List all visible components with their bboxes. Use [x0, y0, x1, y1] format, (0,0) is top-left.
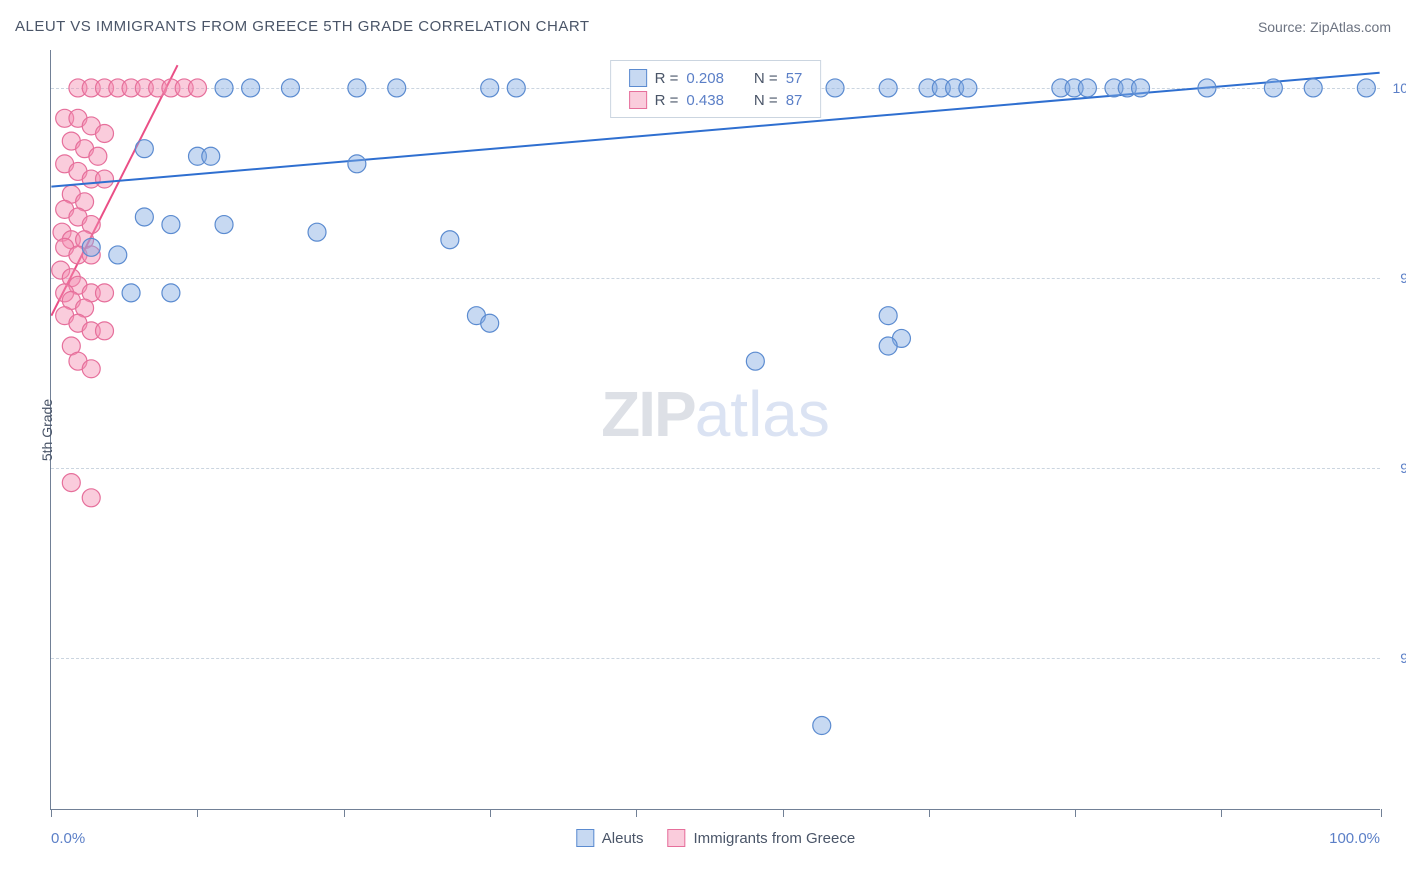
- stat-r-value-2: 0.438: [686, 92, 724, 109]
- data-point: [388, 79, 406, 97]
- x-axis-max-label: 100.0%: [1329, 830, 1380, 847]
- x-axis-min-label: 0.0%: [51, 830, 85, 847]
- data-point: [62, 474, 80, 492]
- bottom-legend-item-1: Aleuts: [576, 829, 644, 847]
- stat-r-label-2: R =: [655, 92, 679, 109]
- chart-title: ALEUT VS IMMIGRANTS FROM GREECE 5TH GRAD…: [15, 18, 590, 35]
- data-point: [746, 352, 764, 370]
- data-point: [281, 79, 299, 97]
- data-point: [162, 216, 180, 234]
- stat-n-label-1: N =: [754, 70, 778, 87]
- x-tick: [344, 809, 345, 817]
- y-tick-label: 97.5%: [1398, 270, 1406, 286]
- bottom-legend-swatch-1: [576, 829, 594, 847]
- data-point: [188, 79, 206, 97]
- data-point: [348, 155, 366, 173]
- stat-r-label-1: R =: [655, 70, 679, 87]
- stat-n-value-1: 57: [786, 70, 803, 87]
- data-point: [481, 314, 499, 332]
- data-point: [348, 79, 366, 97]
- data-point: [441, 231, 459, 249]
- data-point: [1132, 79, 1150, 97]
- data-point: [959, 79, 977, 97]
- data-point: [879, 307, 897, 325]
- x-tick: [1221, 809, 1222, 817]
- data-point: [96, 125, 114, 143]
- y-tick-label: 100.0%: [1391, 80, 1406, 96]
- data-point: [96, 284, 114, 302]
- data-point: [308, 223, 326, 241]
- x-tick: [1381, 809, 1382, 817]
- y-tick-label: 95.0%: [1398, 460, 1406, 476]
- scatter-svg: [51, 50, 1380, 809]
- bottom-legend-swatch-2: [667, 829, 685, 847]
- data-point: [89, 147, 107, 165]
- x-tick: [929, 809, 930, 817]
- data-point: [82, 238, 100, 256]
- data-point: [1304, 79, 1322, 97]
- bottom-legend-label-2: Immigrants from Greece: [693, 830, 855, 847]
- stat-r-value-1: 0.208: [686, 70, 724, 87]
- legend-stats-row-1: R = 0.208 N = 57: [629, 67, 803, 89]
- data-point: [215, 216, 233, 234]
- data-point: [215, 79, 233, 97]
- chart-header: ALEUT VS IMMIGRANTS FROM GREECE 5TH GRAD…: [15, 18, 1391, 35]
- data-point: [82, 489, 100, 507]
- data-point: [242, 79, 260, 97]
- x-tick: [636, 809, 637, 817]
- data-point: [1264, 79, 1282, 97]
- data-point: [879, 337, 897, 355]
- x-tick: [783, 809, 784, 817]
- data-point: [135, 208, 153, 226]
- data-point: [96, 170, 114, 188]
- data-point: [1198, 79, 1216, 97]
- data-point: [162, 284, 180, 302]
- x-tick: [1075, 809, 1076, 817]
- y-tick-label: 92.5%: [1398, 650, 1406, 666]
- legend-swatch-series-2: [629, 91, 647, 109]
- plot-area: 5th Grade 92.5%95.0%97.5%100.0% ZIPatlas…: [50, 50, 1380, 810]
- data-point: [813, 717, 831, 735]
- data-point: [96, 322, 114, 340]
- data-point: [879, 79, 897, 97]
- data-point: [109, 246, 127, 264]
- bottom-legend-item-2: Immigrants from Greece: [667, 829, 855, 847]
- x-tick: [51, 809, 52, 817]
- data-point: [507, 79, 525, 97]
- stat-n-label-2: N =: [754, 92, 778, 109]
- source-attribution: Source: ZipAtlas.com: [1258, 19, 1391, 35]
- legend-stats-row-2: R = 0.438 N = 87: [629, 89, 803, 111]
- stat-n-value-2: 87: [786, 92, 803, 109]
- data-point: [481, 79, 499, 97]
- data-point: [135, 140, 153, 158]
- x-tick: [490, 809, 491, 817]
- data-point: [122, 284, 140, 302]
- legend-stats-box: R = 0.208 N = 57 R = 0.438 N = 87: [610, 60, 822, 118]
- legend-swatch-series-1: [629, 69, 647, 87]
- bottom-legend: Aleuts Immigrants from Greece: [576, 829, 855, 847]
- data-point: [1357, 79, 1375, 97]
- bottom-legend-label-1: Aleuts: [602, 830, 644, 847]
- x-tick: [197, 809, 198, 817]
- data-point: [82, 360, 100, 378]
- data-point: [1078, 79, 1096, 97]
- data-point: [826, 79, 844, 97]
- data-point: [202, 147, 220, 165]
